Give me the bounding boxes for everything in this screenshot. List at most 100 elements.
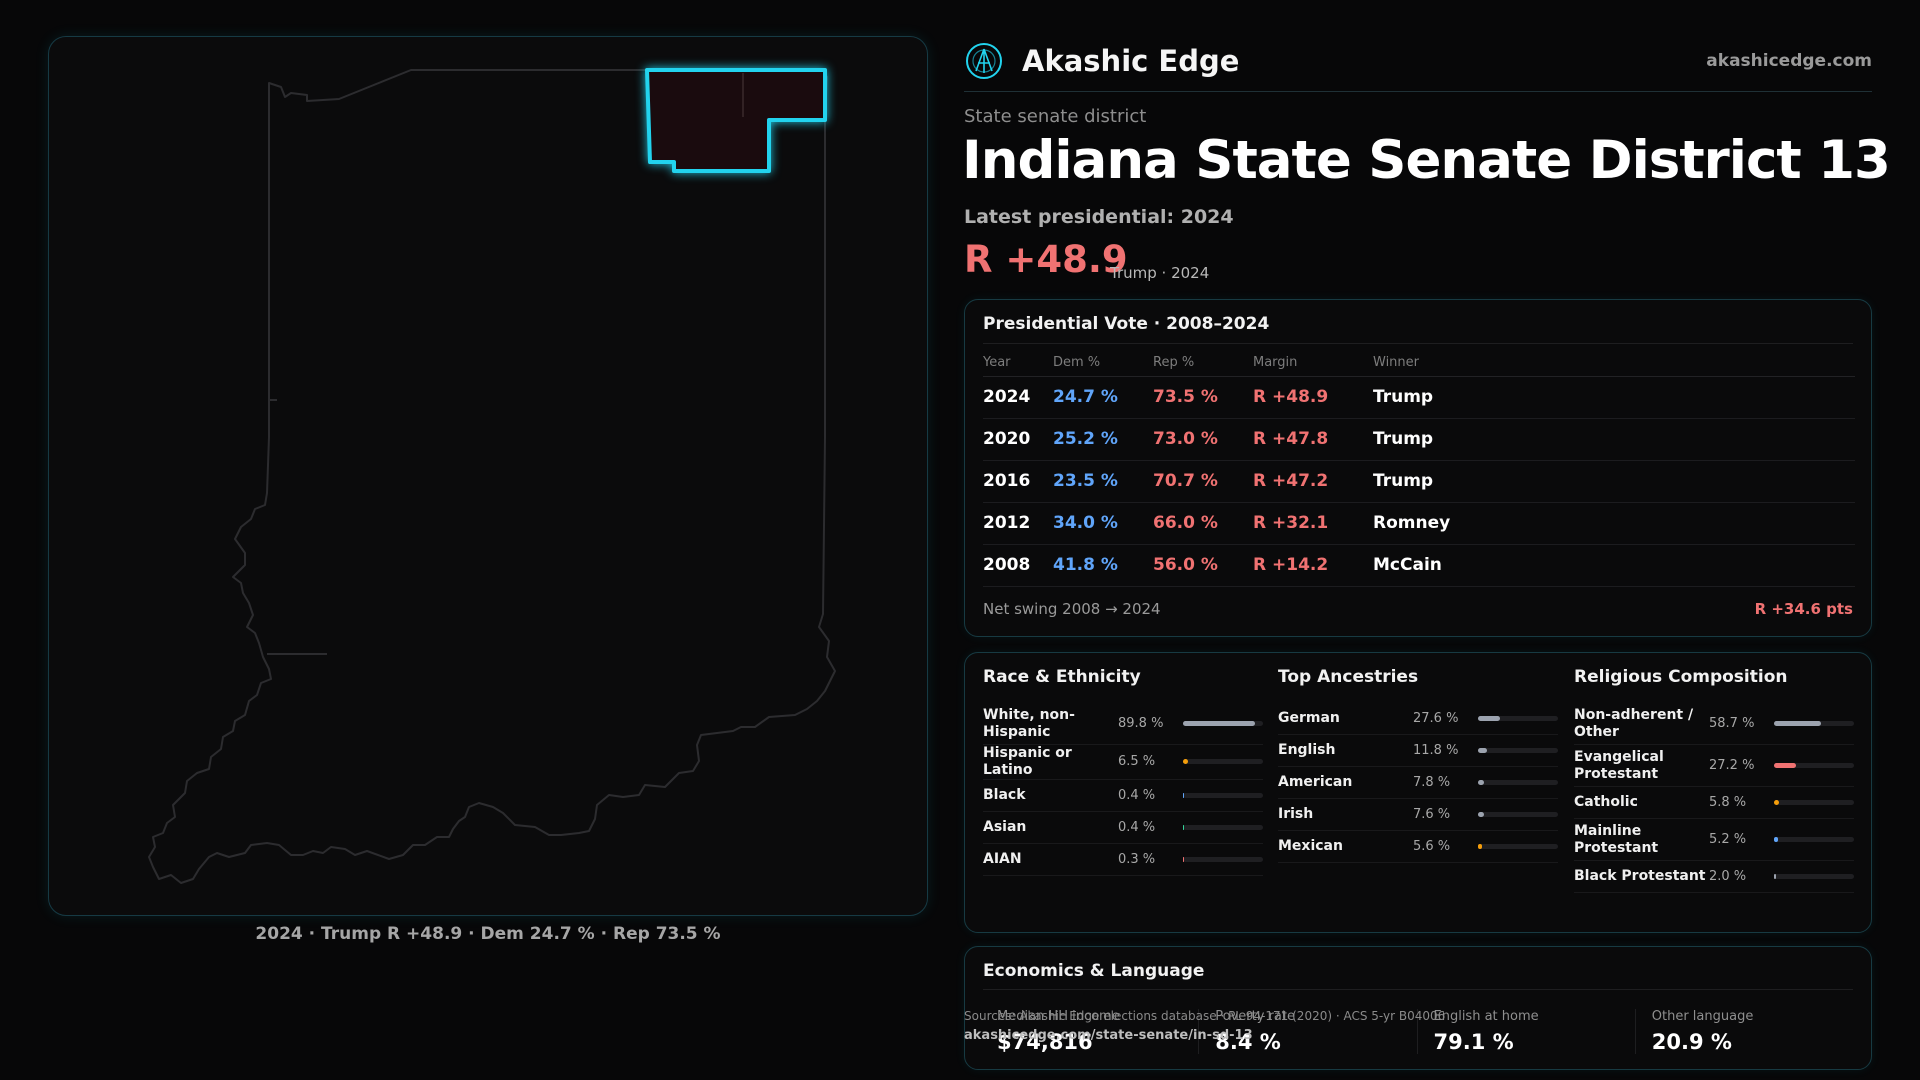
net-swing-value: R +34.6 pts <box>1754 600 1853 618</box>
bar-fill <box>1478 844 1483 849</box>
bar-fill <box>1478 780 1485 785</box>
race-label: Black <box>983 786 1026 803</box>
headline-margin: R +48.9 <box>964 238 1128 281</box>
list-item: English 11.8 % <box>1278 735 1558 767</box>
district-kicker: State senate district <box>964 106 1147 127</box>
race-value: 0.4 % <box>1118 819 1156 835</box>
col-dem: Dem % <box>1053 350 1153 377</box>
row-year: 2012 <box>983 502 1053 545</box>
row-winner: Trump <box>1373 418 1855 461</box>
religion-value: 27.2 % <box>1709 758 1755 773</box>
ancestry-value: 27.6 % <box>1413 711 1459 726</box>
ancestry-section: Top Ancestries German 27.6 % English 11.… <box>1278 667 1558 863</box>
sources-url-link[interactable]: akashicedge.com/state-senate/in-sd-13 <box>964 1028 1253 1043</box>
headline-margin-sub: Trump · 2024 <box>1110 264 1210 282</box>
race-label: Hispanic or Latino <box>983 745 1072 778</box>
religion-bar <box>1774 721 1854 726</box>
table-row: 2024 24.7 % 73.5 % R +48.9 Trump <box>983 376 1855 419</box>
sources-footer: Sources: Akashic Edge elections database… <box>964 1006 1445 1046</box>
row-winner: McCain <box>1373 544 1855 587</box>
race-label: AIAN <box>983 850 1022 867</box>
religion-value: 5.2 % <box>1709 832 1747 847</box>
ancestry-label: English <box>1278 742 1336 759</box>
ancestry-bar <box>1478 716 1558 721</box>
bar-fill <box>1774 837 1779 842</box>
list-item: AIAN 0.3 % <box>983 844 1263 876</box>
list-item: Irish 7.6 % <box>1278 799 1558 831</box>
table-row: 2008 41.8 % 56.0 % R +14.2 McCain <box>983 544 1855 587</box>
table-row: 2016 23.5 % 70.7 % R +47.2 Trump <box>983 460 1855 503</box>
row-year: 2008 <box>983 544 1053 587</box>
presidential-card-title: Presidential Vote · 2008–2024 <box>983 314 1270 334</box>
net-swing: Net swing 2008 → 2024 R +34.6 pts <box>983 600 1853 618</box>
list-item: Black 0.4 % <box>983 780 1263 812</box>
row-rep: 73.0 % <box>1153 418 1253 461</box>
bar-fill <box>1478 716 1501 721</box>
row-winner: Romney <box>1373 502 1855 545</box>
bar-fill <box>1774 874 1776 879</box>
econ-cell-poverty: Poverty rate 8.4 % <box>1198 1009 1416 1054</box>
race-title: Race & Ethnicity <box>983 667 1141 687</box>
latest-presidential-label: Latest presidential: 2024 <box>964 206 1234 228</box>
bar-fill <box>1183 759 1189 765</box>
religion-label: Mainline Protestant <box>1574 822 1659 856</box>
row-margin: R +47.8 <box>1253 418 1373 461</box>
brand-url-link[interactable]: akashicedge.com <box>1706 50 1872 71</box>
race-bar <box>1183 759 1263 765</box>
list-item: Evangelical Protestant 27.2 % <box>1574 745 1854 787</box>
table-row: 2020 25.2 % 73.0 % R +47.8 Trump <box>983 418 1855 461</box>
row-margin: R +48.9 <box>1253 376 1373 419</box>
ancestry-label: Irish <box>1278 806 1314 823</box>
race-bar <box>1183 792 1263 798</box>
bar-fill <box>1774 721 1821 726</box>
ancestry-title: Top Ancestries <box>1278 667 1419 687</box>
religion-section: Religious Composition Non-adherent / Oth… <box>1574 667 1854 893</box>
econ-label: English at home <box>1433 1009 1539 1024</box>
row-year: 2024 <box>983 376 1053 419</box>
row-dem: 24.7 % <box>1053 376 1153 419</box>
bar-fill <box>1183 792 1185 798</box>
religion-label: Evangelical Protestant <box>1574 748 1664 782</box>
econ-cell-income: Median HH income $74,816 <box>983 1009 1198 1054</box>
ancestry-bar <box>1478 748 1558 753</box>
col-winner: Winner <box>1373 350 1855 377</box>
religion-value: 58.7 % <box>1709 716 1755 731</box>
district-13-shape[interactable] <box>645 68 827 173</box>
row-rep: 66.0 % <box>1153 502 1253 545</box>
religion-value: 2.0 % <box>1709 869 1747 884</box>
economics-card: Economics & Language Median HH income $7… <box>964 946 1872 1070</box>
ancestry-label: German <box>1278 710 1340 727</box>
list-item: Non-adherent / Other 58.7 % <box>1574 703 1854 745</box>
econ-value: 79.1 % <box>1433 1030 1514 1054</box>
row-rep: 56.0 % <box>1153 544 1253 587</box>
religion-bar <box>1774 800 1854 805</box>
list-item: White, non-Hispanic 89.8 % <box>983 703 1263 745</box>
ancestry-value: 5.6 % <box>1413 839 1451 854</box>
econ-label: Poverty rate <box>1215 1009 1295 1024</box>
race-value: 0.3 % <box>1118 851 1156 867</box>
bar-fill <box>1774 763 1796 768</box>
ancestry-label: Mexican <box>1278 838 1343 855</box>
econ-value: 8.4 % <box>1215 1030 1281 1054</box>
religion-bar <box>1774 874 1854 879</box>
state-boundary <box>148 69 836 884</box>
econ-cell-other-language: Other language 20.9 % <box>1634 1009 1853 1054</box>
list-item: Hispanic or Latino 6.5 % <box>983 745 1263 780</box>
col-margin: Margin <box>1253 350 1373 377</box>
ancestry-bar <box>1478 844 1558 849</box>
religion-value: 5.8 % <box>1709 795 1747 810</box>
econ-value: 20.9 % <box>1651 1030 1732 1054</box>
list-item: Catholic 5.8 % <box>1574 787 1854 819</box>
economics-cells: Median HH income $74,816 Poverty rate 8.… <box>983 1009 1853 1054</box>
demographics-card: Race & Ethnicity White, non-Hispanic 89.… <box>964 652 1872 933</box>
bar-fill <box>1183 856 1185 862</box>
brand-name: Akashic Edge <box>1022 43 1240 78</box>
district-map[interactable] <box>48 36 928 916</box>
sources-text: Sources: Akashic Edge elections database… <box>964 1009 1446 1023</box>
table-row: 2012 34.0 % 66.0 % R +32.1 Romney <box>983 502 1855 545</box>
row-rep: 73.5 % <box>1153 376 1253 419</box>
list-item: Asian 0.4 % <box>983 812 1263 844</box>
ancestry-label: American <box>1278 774 1353 791</box>
race-value: 0.4 % <box>1118 787 1156 803</box>
row-year: 2016 <box>983 460 1053 503</box>
